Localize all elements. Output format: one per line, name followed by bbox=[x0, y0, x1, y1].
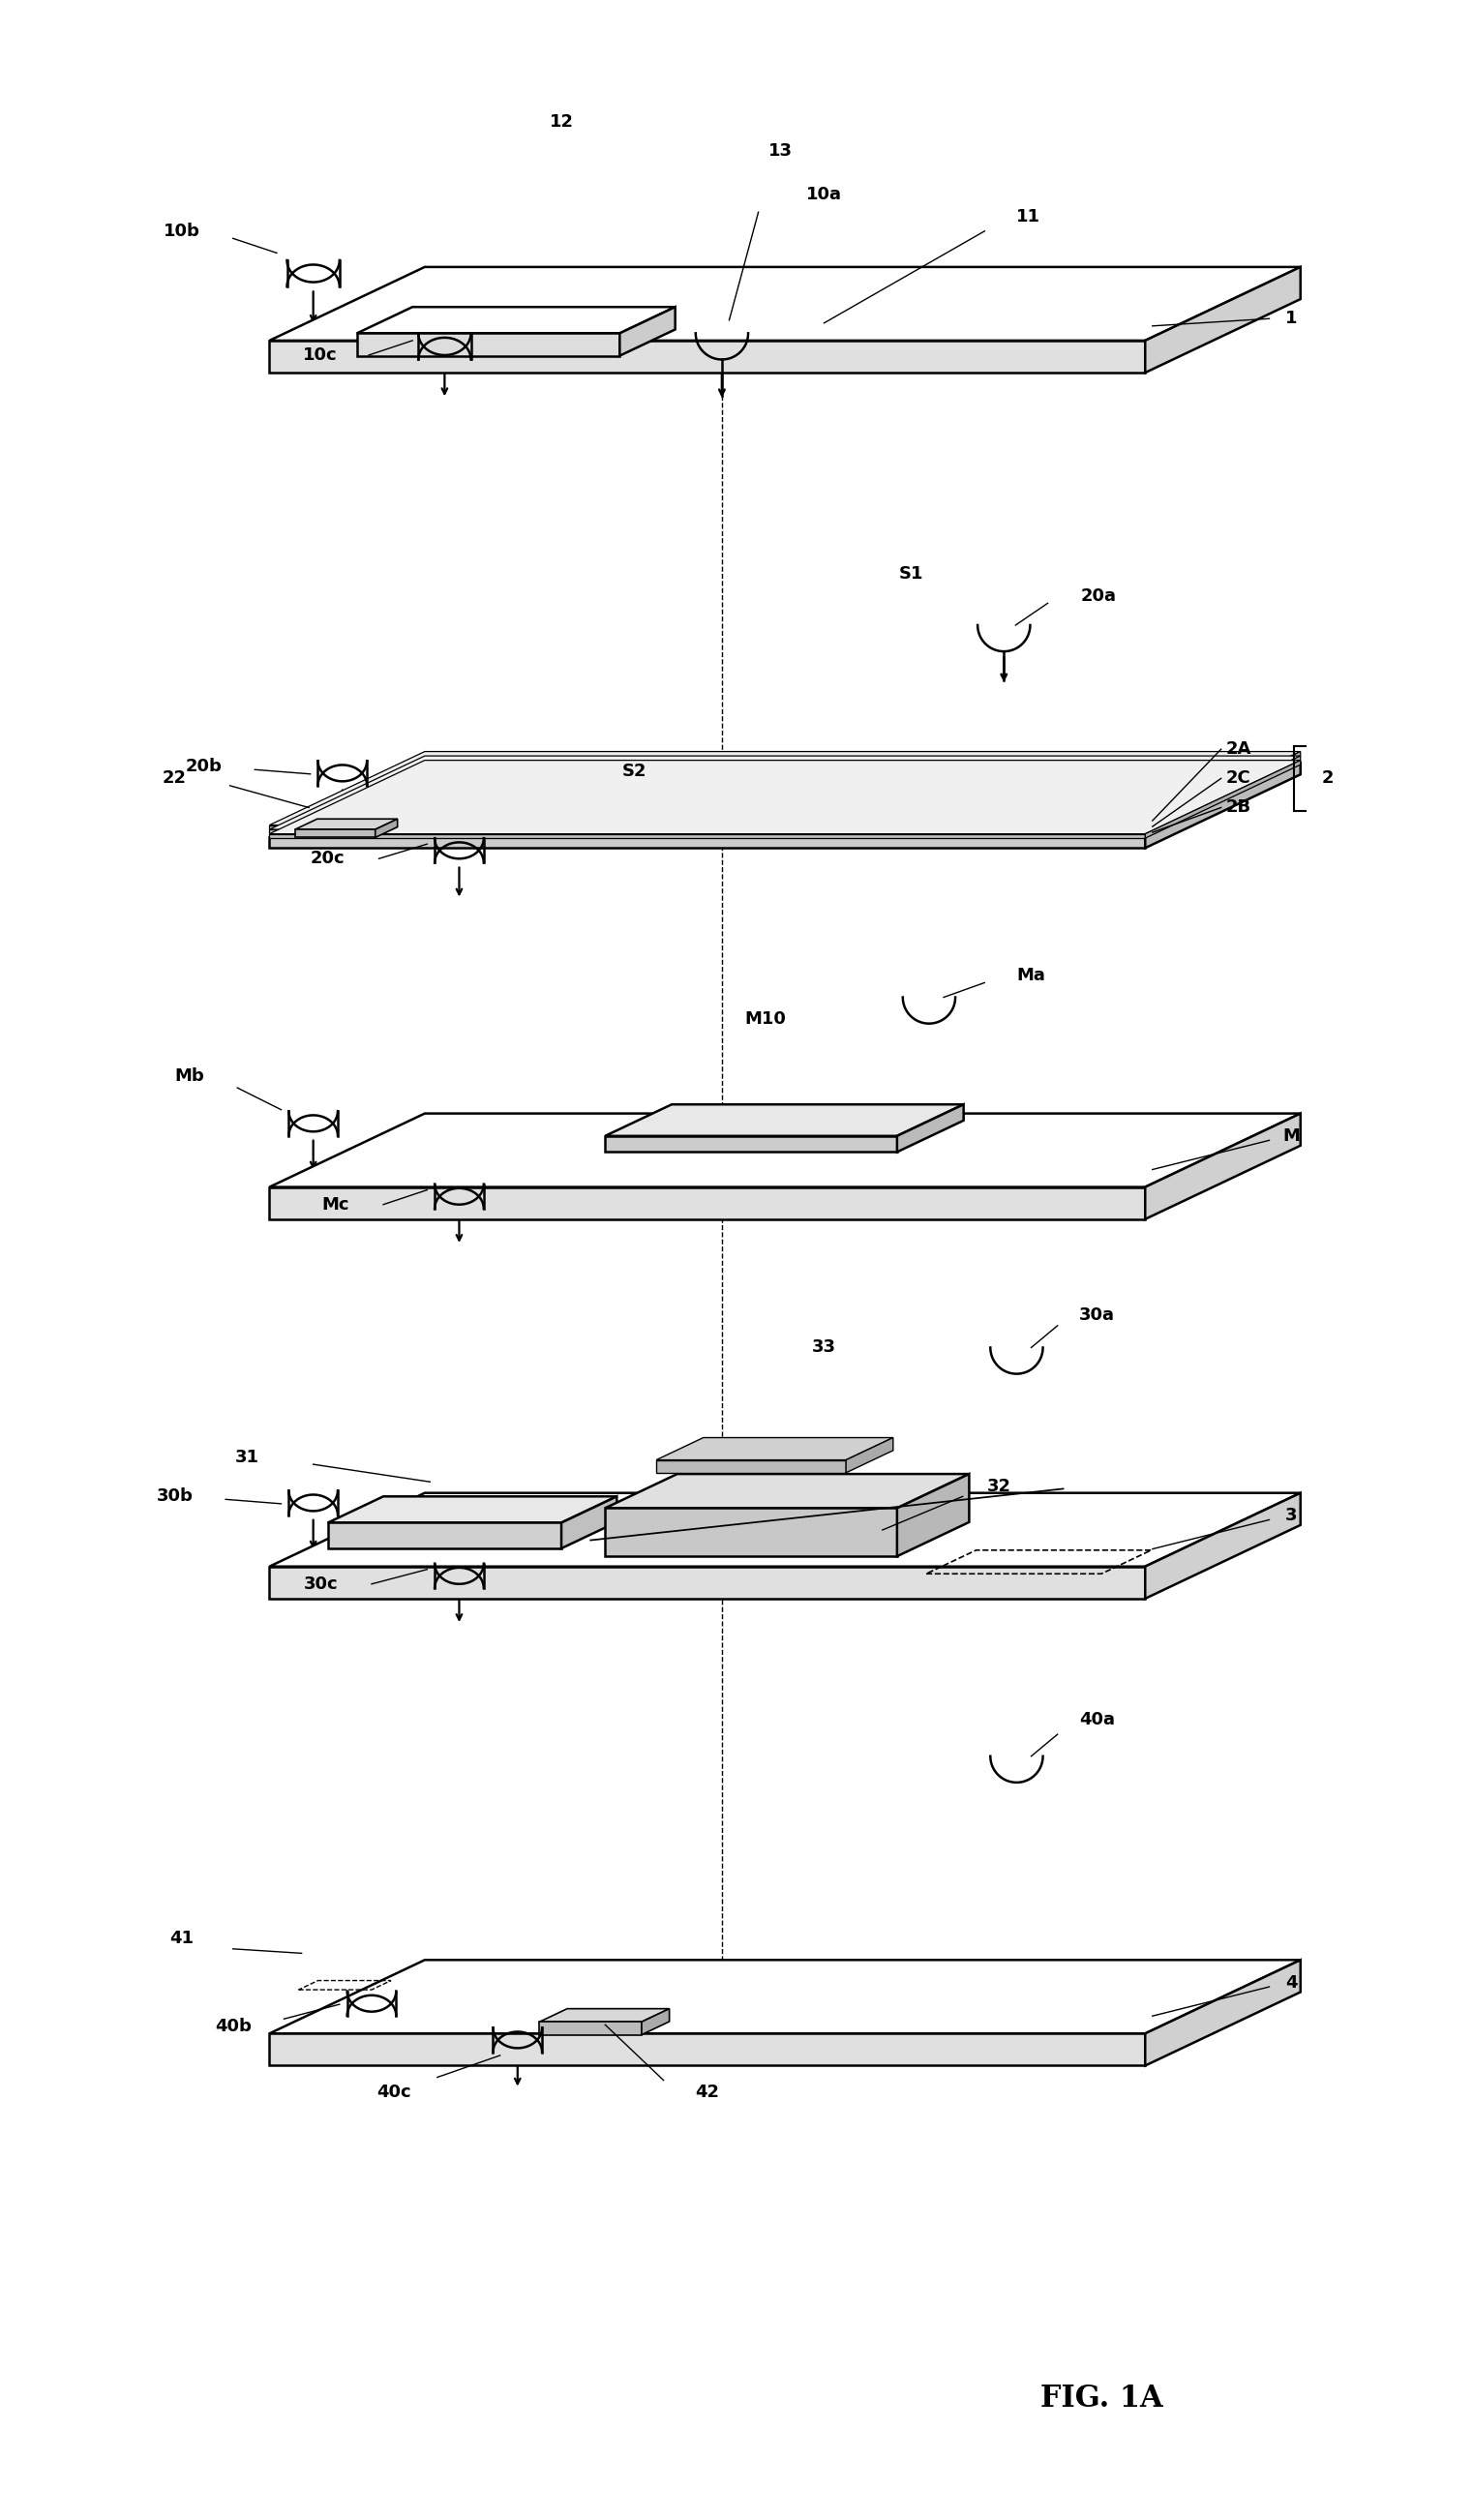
Text: 30a: 30a bbox=[1080, 1308, 1115, 1323]
Polygon shape bbox=[897, 1474, 969, 1557]
Polygon shape bbox=[1145, 267, 1301, 373]
Text: S2: S2 bbox=[622, 764, 647, 779]
Text: 2A: 2A bbox=[1226, 741, 1251, 759]
Text: 42: 42 bbox=[695, 2084, 719, 2102]
Text: 40a: 40a bbox=[1080, 1711, 1115, 1729]
Text: 2C: 2C bbox=[1226, 769, 1251, 786]
Polygon shape bbox=[270, 824, 1145, 829]
Text: Mb: Mb bbox=[174, 1068, 205, 1084]
Text: 12: 12 bbox=[549, 113, 573, 131]
Polygon shape bbox=[328, 1497, 617, 1522]
Text: S1: S1 bbox=[900, 564, 924, 582]
Polygon shape bbox=[270, 761, 1301, 834]
Text: 20a: 20a bbox=[1081, 587, 1117, 605]
Polygon shape bbox=[270, 756, 1301, 829]
Polygon shape bbox=[270, 1114, 1301, 1187]
Text: 11: 11 bbox=[1016, 207, 1040, 224]
Text: 20c: 20c bbox=[311, 849, 345, 867]
Polygon shape bbox=[1145, 756, 1301, 834]
Polygon shape bbox=[1145, 1492, 1301, 1598]
Text: M10: M10 bbox=[745, 1011, 787, 1028]
Polygon shape bbox=[605, 1474, 969, 1507]
Text: 13: 13 bbox=[769, 141, 792, 159]
Polygon shape bbox=[270, 267, 1301, 340]
Text: 2: 2 bbox=[1321, 769, 1333, 786]
Polygon shape bbox=[376, 819, 398, 837]
Text: 20b: 20b bbox=[186, 759, 222, 776]
Polygon shape bbox=[270, 2034, 1145, 2066]
Polygon shape bbox=[846, 1436, 893, 1472]
Polygon shape bbox=[1145, 761, 1301, 839]
Text: 41: 41 bbox=[169, 1930, 194, 1948]
Polygon shape bbox=[539, 2008, 669, 2021]
Text: 4: 4 bbox=[1284, 1973, 1298, 1991]
Polygon shape bbox=[356, 333, 620, 355]
Polygon shape bbox=[270, 1187, 1145, 1220]
Polygon shape bbox=[620, 307, 675, 355]
Polygon shape bbox=[1145, 764, 1301, 849]
Polygon shape bbox=[270, 1567, 1145, 1598]
Text: 10a: 10a bbox=[806, 186, 843, 204]
Text: 30c: 30c bbox=[303, 1575, 337, 1593]
Polygon shape bbox=[270, 1492, 1301, 1567]
Polygon shape bbox=[270, 1961, 1301, 2034]
Polygon shape bbox=[605, 1507, 897, 1557]
Polygon shape bbox=[328, 1522, 561, 1547]
Text: Ma: Ma bbox=[1016, 968, 1046, 985]
Polygon shape bbox=[657, 1459, 846, 1472]
Polygon shape bbox=[270, 340, 1145, 373]
Polygon shape bbox=[270, 829, 1145, 834]
Text: 33: 33 bbox=[812, 1338, 837, 1356]
Text: 10b: 10b bbox=[164, 222, 200, 239]
Text: 1: 1 bbox=[1284, 310, 1298, 328]
Polygon shape bbox=[270, 751, 1301, 824]
Polygon shape bbox=[356, 307, 675, 333]
Text: 2B: 2B bbox=[1226, 799, 1251, 816]
Text: 31: 31 bbox=[236, 1449, 259, 1467]
Polygon shape bbox=[1145, 1961, 1301, 2066]
Polygon shape bbox=[295, 819, 398, 829]
Polygon shape bbox=[539, 2021, 642, 2034]
Text: Mc: Mc bbox=[321, 1197, 349, 1212]
Polygon shape bbox=[1145, 1114, 1301, 1220]
Polygon shape bbox=[605, 1137, 897, 1152]
Polygon shape bbox=[561, 1497, 617, 1547]
Text: 3: 3 bbox=[1284, 1507, 1298, 1525]
Text: M: M bbox=[1283, 1126, 1299, 1144]
Text: 30b: 30b bbox=[156, 1487, 193, 1504]
Polygon shape bbox=[642, 2008, 669, 2034]
Polygon shape bbox=[657, 1436, 893, 1459]
Text: 40b: 40b bbox=[215, 2019, 252, 2036]
Text: 40c: 40c bbox=[376, 2084, 411, 2102]
Polygon shape bbox=[605, 1104, 963, 1137]
Polygon shape bbox=[270, 837, 1145, 849]
Polygon shape bbox=[270, 834, 1145, 839]
Text: FIG. 1A: FIG. 1A bbox=[1040, 2384, 1162, 2414]
Text: 22: 22 bbox=[162, 769, 187, 786]
Polygon shape bbox=[1145, 751, 1301, 829]
Polygon shape bbox=[270, 764, 1301, 837]
Polygon shape bbox=[897, 1104, 963, 1152]
Text: 10c: 10c bbox=[303, 345, 337, 363]
Text: 32: 32 bbox=[987, 1477, 1012, 1494]
Polygon shape bbox=[295, 829, 376, 837]
